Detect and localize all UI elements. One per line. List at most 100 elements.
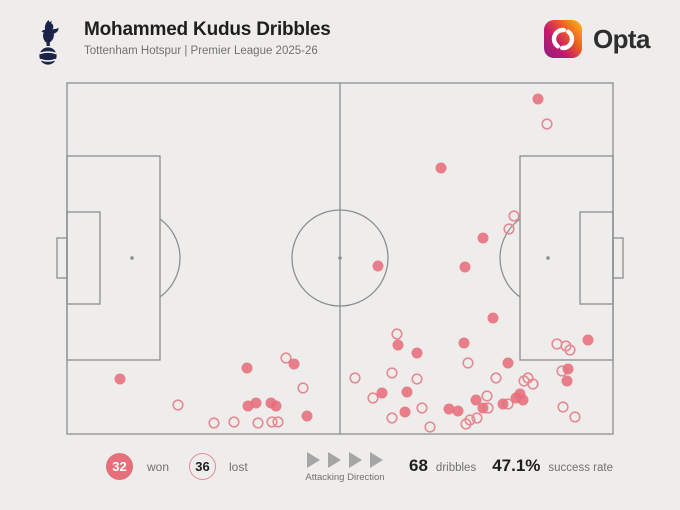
- lost-dribble-point: [464, 414, 476, 426]
- lost-dribble-point: [569, 411, 581, 423]
- lost-dribble-point: [518, 375, 530, 387]
- right-penalty-area: [519, 155, 614, 361]
- attacking-direction-arrow-icon: [307, 452, 320, 468]
- won-dribble-point: [532, 93, 544, 105]
- won-dribble-point: [470, 394, 482, 406]
- won-dribble-point: [452, 405, 464, 417]
- lost-dribble-point: [551, 338, 563, 350]
- lost-dribble-point: [557, 401, 569, 413]
- won-dribble-point: [372, 260, 384, 272]
- attacking-direction-arrow-icon: [349, 452, 362, 468]
- won-dribble-point: [497, 398, 509, 410]
- success-rate-label: success rate: [548, 462, 613, 474]
- left-penalty-area: [66, 155, 161, 361]
- lost-dribble-point: [462, 357, 474, 369]
- won-dribble-point: [562, 363, 574, 375]
- dribbles-value: 68: [409, 456, 428, 475]
- lost-dribble-point: [490, 372, 502, 384]
- won-dribble-point: [301, 410, 313, 422]
- crest-ball-band: [39, 58, 57, 62]
- lost-dribble-point: [252, 417, 264, 429]
- won-dribble-point: [288, 358, 300, 370]
- lost-dribble-point: [541, 118, 553, 130]
- lost-count-badge: 36: [189, 453, 216, 480]
- won-dribble-point: [517, 394, 529, 406]
- won-dribble-point: [399, 406, 411, 418]
- lost-dribble-point: [280, 352, 292, 364]
- won-label: won: [147, 459, 170, 474]
- won-dribble-point: [459, 261, 471, 273]
- lost-dribble-point: [297, 382, 309, 394]
- centre-spot: [338, 256, 342, 260]
- opta-branding: Opta: [544, 20, 650, 58]
- crest-ball-band: [39, 51, 57, 55]
- won-dribble-point: [582, 334, 594, 346]
- summary-stats: 68 dribbles 47.1% success rate: [409, 456, 629, 476]
- success-rate-value: 47.1%: [492, 456, 541, 475]
- lost-dribble-point: [508, 210, 520, 222]
- page-subtitle: Tottenham Hotspur | Premier League 2025-…: [84, 44, 318, 57]
- legend-lost: 36 lost: [189, 453, 248, 480]
- left-goal: [56, 237, 68, 279]
- lost-dribble-point: [349, 372, 361, 384]
- won-dribble-point: [443, 403, 455, 415]
- opta-logo-icon: [544, 20, 582, 58]
- right-goal: [612, 237, 624, 279]
- lost-dribble-point: [411, 373, 423, 385]
- left-penalty-arc: [159, 218, 181, 298]
- lost-dribble-point: [386, 367, 398, 379]
- won-dribble-point: [392, 339, 404, 351]
- lost-dribble-point: [391, 328, 403, 340]
- page-title: Mohammed Kudus Dribbles: [84, 19, 331, 40]
- header-titles: Mohammed Kudus Dribbles Tottenham Hotspu…: [84, 19, 331, 57]
- won-dribble-point: [114, 373, 126, 385]
- won-dribble-point: [458, 337, 470, 349]
- lost-dribble-point: [228, 416, 240, 428]
- lost-dribble-point: [208, 417, 220, 429]
- won-dribble-point: [477, 232, 489, 244]
- centre-circle: [291, 209, 389, 307]
- won-dribble-point: [502, 357, 514, 369]
- right-penalty-spot: [546, 256, 550, 260]
- won-dribble-point: [376, 387, 388, 399]
- attacking-direction-arrow-icon: [370, 452, 383, 468]
- attacking-direction-indicator: Attacking Direction: [299, 452, 391, 483]
- left-six-yard-box: [66, 211, 101, 305]
- lost-dribble-point: [471, 412, 483, 424]
- won-count-badge: 32: [106, 453, 133, 480]
- lost-dribbles-layer: [172, 118, 581, 433]
- won-dribble-point: [270, 400, 282, 412]
- lost-dribble-point: [564, 344, 576, 356]
- won-dribble-point: [477, 402, 489, 414]
- opta-wordmark: Opta: [593, 23, 650, 54]
- lost-label: lost: [229, 459, 248, 474]
- won-dribble-point: [435, 162, 447, 174]
- tottenham-hotspur-crest-logo: [39, 20, 59, 65]
- lost-dribble-point: [386, 412, 398, 424]
- attacking-direction-label: Attacking Direction: [305, 472, 385, 483]
- legend-won: 32 won: [106, 453, 169, 480]
- won-dribbles-layer: [114, 93, 594, 422]
- lost-dribble-point: [527, 378, 539, 390]
- won-dribble-point: [241, 362, 253, 374]
- lost-dribble-point: [424, 421, 436, 433]
- lost-dribble-point: [481, 390, 493, 402]
- won-dribble-point: [242, 400, 254, 412]
- right-six-yard-box: [579, 211, 614, 305]
- right-penalty-arc: [499, 218, 521, 298]
- lost-dribble-point: [503, 223, 515, 235]
- won-dribble-point: [561, 375, 573, 387]
- attacking-direction-arrow-icon: [328, 452, 341, 468]
- lost-dribble-point: [416, 402, 428, 414]
- attacking-direction-arrows: [299, 452, 391, 468]
- lost-dribble-point: [172, 399, 184, 411]
- lost-dribble-point: [266, 416, 278, 428]
- dribbles-label: dribbles: [435, 462, 477, 474]
- lost-dribble-point: [367, 392, 379, 404]
- left-penalty-spot: [130, 256, 134, 260]
- cockerel-icon: [41, 20, 59, 46]
- won-dribble-point: [401, 386, 413, 398]
- lost-dribble-point: [272, 416, 284, 428]
